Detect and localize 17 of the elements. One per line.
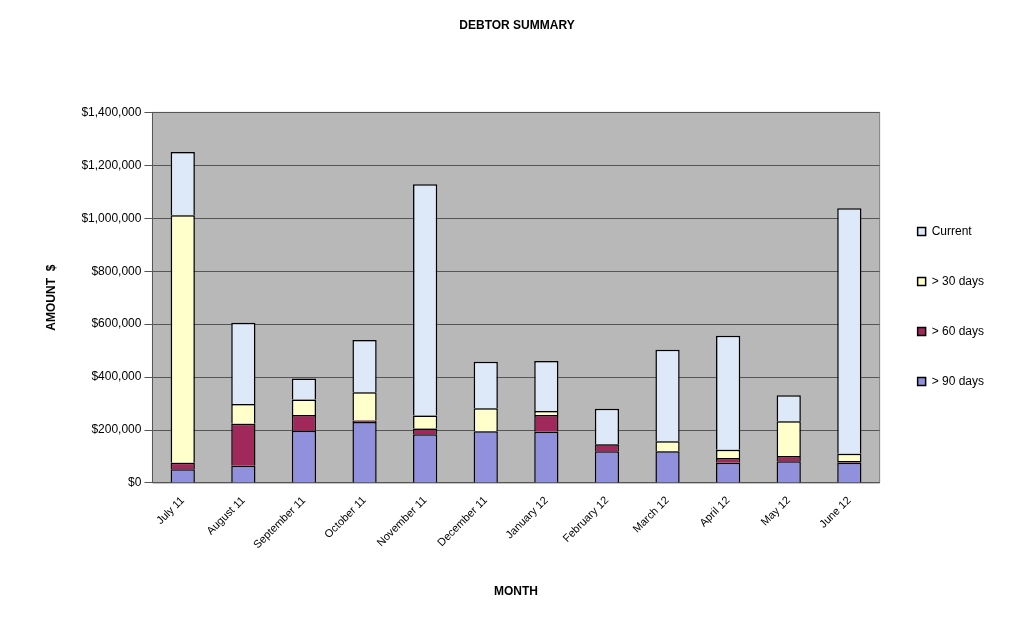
x-axis-title: MONTH [494, 584, 539, 599]
legend-label: > 30 days [931, 273, 984, 288]
y-tick-label: $1,000,000 [81, 210, 142, 225]
legend-label: Current [931, 223, 973, 238]
x-tick-label: May 12 [758, 493, 793, 528]
y-tick-label: $400,000 [91, 369, 142, 384]
y-tick-label: $600,000 [91, 316, 142, 331]
y-tick-label: $1,400,000 [81, 104, 142, 119]
y-tick-label: $0 [128, 475, 142, 490]
y-axis-title: AMOUNT $ [43, 264, 58, 331]
y-tick-label: $1,200,000 [81, 157, 142, 172]
y-tick-label: $800,000 [91, 263, 142, 278]
legend-label: > 60 days [931, 323, 984, 338]
legend-label: > 90 days [931, 373, 984, 388]
x-tick-label: July 11 [153, 493, 187, 527]
chart-title: DEBTOR SUMMARY [459, 17, 575, 32]
y-tick-label: $200,000 [91, 422, 142, 437]
